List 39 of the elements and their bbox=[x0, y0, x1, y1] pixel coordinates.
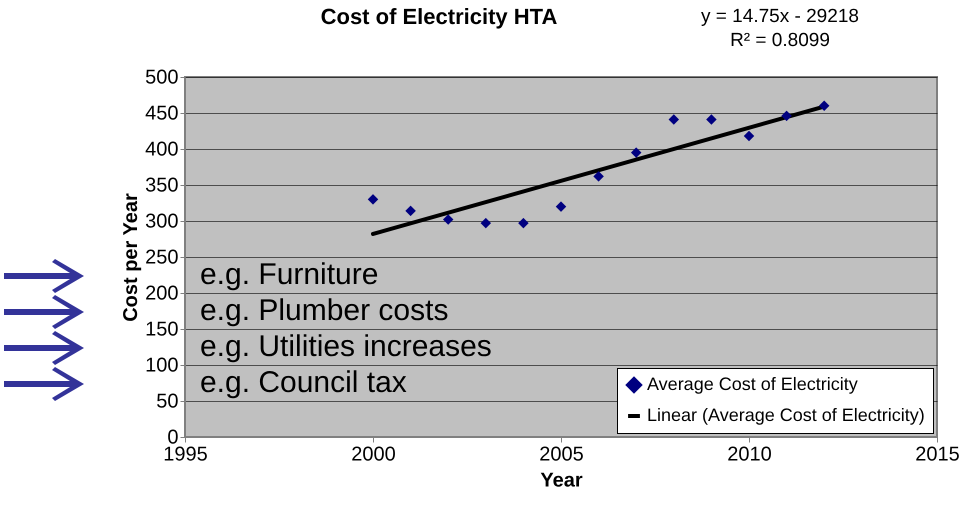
y-tick-label: 400 bbox=[145, 138, 178, 160]
x-tick-label: 2005 bbox=[539, 444, 584, 466]
annotation: e.g. Furniture bbox=[200, 258, 378, 292]
legend-label: Average Cost of Electricity bbox=[647, 374, 858, 394]
point bbox=[593, 171, 604, 182]
y-tick-label: 250 bbox=[145, 246, 178, 268]
x-axis-title: Year bbox=[540, 470, 583, 492]
point bbox=[442, 214, 454, 225]
y-axis-title: Cost per Year bbox=[120, 192, 142, 322]
point bbox=[818, 100, 830, 112]
y-tick-label: 300 bbox=[145, 210, 178, 232]
x-tick-label: 2015 bbox=[915, 444, 960, 466]
point bbox=[706, 114, 717, 125]
x-tick-label: 1995 bbox=[163, 444, 208, 466]
point bbox=[480, 218, 492, 228]
annotation: e.g. Council tax bbox=[200, 366, 407, 400]
y-tick-label: 200 bbox=[145, 282, 178, 304]
text: y = 14.75x - 29218 bbox=[700, 6, 860, 28]
point bbox=[368, 194, 378, 205]
y-tick-label: 100 bbox=[145, 354, 178, 376]
annotation: e.g. Utilities increases bbox=[200, 330, 492, 364]
y-tick-label: 50 bbox=[156, 390, 178, 412]
point bbox=[405, 206, 416, 216]
y-tick-label: 350 bbox=[145, 174, 178, 196]
y-tick-label: 500 bbox=[145, 66, 178, 88]
y-tick-label: 450 bbox=[145, 102, 178, 124]
x-tick-label: 2010 bbox=[727, 444, 772, 466]
text: R² = 0.8099 bbox=[729, 30, 831, 52]
chart-title: Cost of Electricity HTA bbox=[320, 4, 558, 29]
y-tick-label: 150 bbox=[145, 318, 178, 340]
point bbox=[630, 147, 642, 158]
x-tick-label: 2000 bbox=[351, 444, 396, 466]
point bbox=[744, 130, 754, 142]
point bbox=[781, 110, 792, 122]
point bbox=[556, 201, 566, 212]
point bbox=[518, 218, 529, 228]
point bbox=[668, 114, 680, 125]
legend-label: Linear (Average Cost of Electricity) bbox=[647, 405, 925, 425]
annotation: e.g. Plumber costs bbox=[200, 294, 448, 328]
